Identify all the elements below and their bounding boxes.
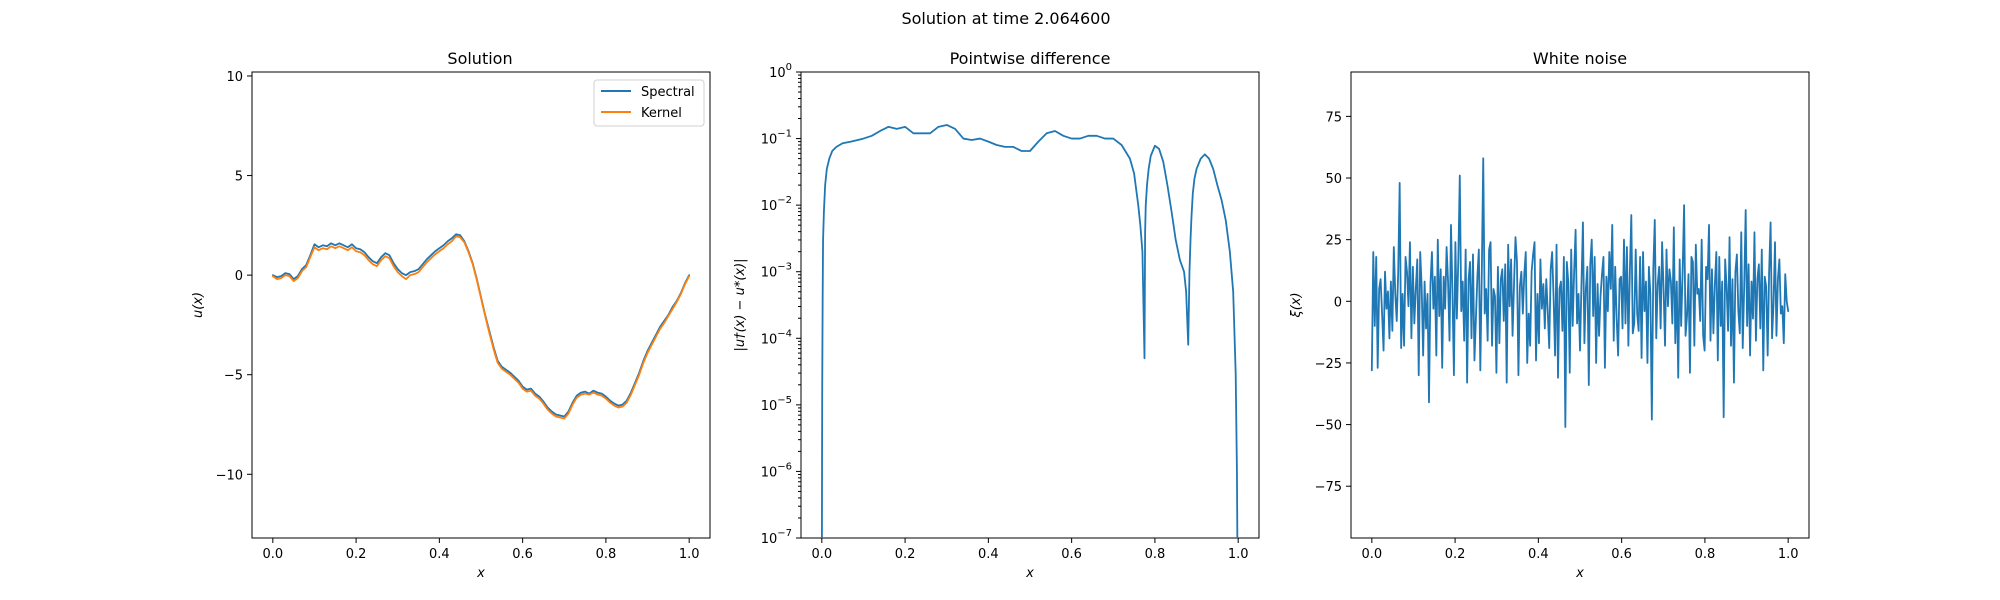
solution-xtick-label: 0.2: [346, 547, 367, 562]
white-noise-xtick-label: 0.8: [1695, 547, 1716, 562]
difference-panel: Pointwise difference x |u†(x) − u*(x)| 0…: [733, 49, 1260, 581]
white-noise-ytick-label: 0: [1334, 295, 1342, 310]
difference-ytick-label: 10−7: [761, 528, 792, 547]
white-noise-ytick-label: 25: [1325, 234, 1342, 249]
white-noise-axes-frame: [1350, 71, 1810, 539]
solution-xtick-label: 0.8: [596, 547, 617, 562]
solution-ytick-label: −10: [216, 468, 243, 483]
solution-series-kernel: [271, 235, 691, 420]
white-noise-xtick-label: 0.6: [1611, 547, 1632, 562]
difference-xtick-label: 0.0: [811, 547, 832, 562]
solution-xtick-label: 0.0: [262, 547, 283, 562]
difference-ytick-label: 10−2: [761, 195, 792, 214]
solution-ytick-label: 10: [226, 70, 243, 85]
solution-xlabel: x: [476, 566, 485, 581]
difference-axes-frame: [800, 71, 1260, 539]
difference-xlabel: x: [1025, 566, 1034, 581]
solution-panel: Solution x u(x) 0.0 0.2 0.4 0.6 0.8 1.0 −10 −5 0…: [191, 49, 711, 581]
difference-xtick-label: 0.8: [1145, 547, 1166, 562]
white-noise-ytick-label: −75: [1315, 480, 1342, 495]
white-noise-ylabel: ξ(x): [1289, 292, 1304, 318]
solution-xtick-label: 0.4: [429, 547, 450, 562]
difference-ytick-label: 100: [769, 62, 792, 81]
white-noise-xtick-label: 0.0: [1361, 547, 1382, 562]
solution-legend: Spectral Kernel: [593, 79, 705, 127]
solution-ytick-label: 5: [235, 170, 243, 185]
white-noise-series-data: [1370, 157, 1790, 428]
white-noise-ytick-label: 50: [1325, 172, 1342, 187]
solution-ytick-label: 0: [235, 269, 243, 284]
difference-ytick-label: 10−6: [761, 461, 792, 480]
solution-ylabel: u(x): [191, 292, 206, 318]
difference-ylabel: |u†(x) − u*(x)|: [733, 258, 748, 351]
solution-xtick-label: 1.0: [679, 547, 700, 562]
white-noise-xlabel: x: [1575, 566, 1584, 581]
difference-xtick-label: 0.4: [978, 547, 999, 562]
white-noise-xtick-label: 1.0: [1778, 547, 1799, 562]
difference-xtick-label: 0.2: [895, 547, 916, 562]
difference-xtick-label: 1.0: [1228, 547, 1249, 562]
legend-spectral-label: Spectral: [641, 85, 695, 100]
white-noise-ytick-label: −50: [1315, 419, 1342, 434]
difference-xtick-label: 0.6: [1061, 547, 1082, 562]
difference-ytick-label: 10−4: [761, 328, 792, 347]
solution-title: Solution: [447, 49, 512, 68]
figure-suptitle: Solution at time 2.064600: [901, 9, 1110, 28]
white-noise-panel: White noise x ξ(x) 0.0 0.2 0.4 0.6 0.8 1.0 −75…: [1289, 49, 1810, 581]
white-noise-xtick-label: 0.4: [1528, 547, 1549, 562]
difference-ytick-label: 10−1: [761, 129, 792, 148]
solution-xtick-label: 0.6: [512, 547, 533, 562]
difference-ytick-label: 10−3: [761, 262, 792, 281]
legend-kernel-label: Kernel: [641, 106, 682, 121]
white-noise-ytick-label: −25: [1315, 357, 1342, 372]
difference-ytick-label: 10−5: [761, 395, 792, 414]
difference-title: Pointwise difference: [950, 49, 1111, 68]
solution-ytick-label: −5: [224, 369, 243, 384]
white-noise-ytick-label: 75: [1325, 110, 1342, 125]
white-noise-title: White noise: [1533, 49, 1627, 68]
solution-axes-frame: [251, 71, 711, 539]
difference-series-data: [821, 124, 1239, 538]
white-noise-xtick-label: 0.2: [1445, 547, 1466, 562]
